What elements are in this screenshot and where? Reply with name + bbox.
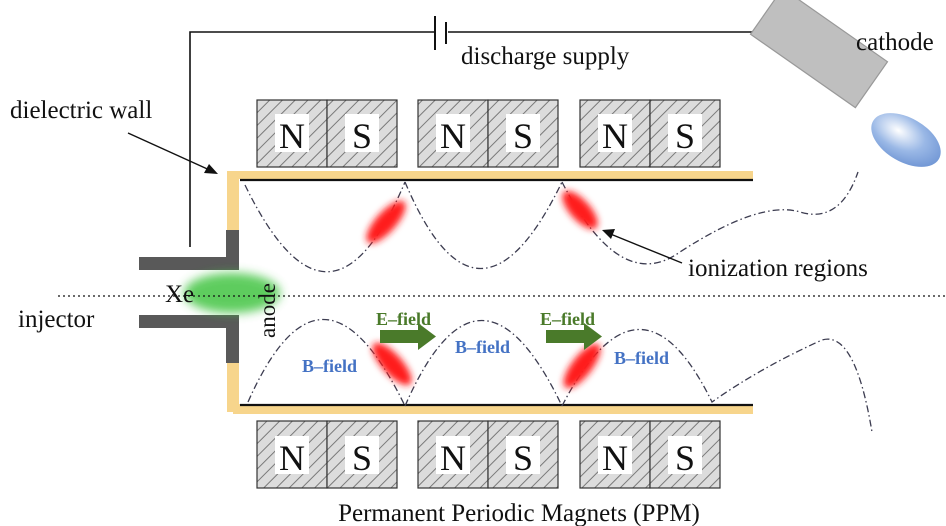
- magnet-pole-label: N: [279, 438, 305, 478]
- magnet-pole-label: S: [513, 116, 533, 156]
- discharge-circuit: [189, 16, 760, 247]
- b-field-label: B–field: [455, 337, 510, 357]
- discharge-supply-label: discharge supply: [461, 43, 630, 70]
- b-field-label: B–field: [614, 348, 669, 368]
- anode-injector: [139, 230, 239, 363]
- magnet-pole-label: N: [602, 116, 628, 156]
- b-field-label: B–field: [302, 356, 357, 376]
- ionization-regions: [366, 190, 601, 389]
- magnetic-field-lines: [244, 171, 873, 433]
- dielectric-wall-label: dielectric wall: [10, 97, 152, 124]
- dielectric-wall: [227, 171, 753, 414]
- xe-label: Xe: [165, 281, 194, 308]
- cathode-label: cathode: [856, 29, 934, 56]
- e-field-label: E–field: [540, 309, 595, 329]
- magnet-pole-label: N: [279, 116, 305, 156]
- bottom-magnet-row: N S N S N S: [256, 420, 721, 489]
- ionization-regions-label: ionization regions: [688, 255, 868, 282]
- e-field-arrow-2: [546, 323, 602, 350]
- e-field-label: E–field: [376, 309, 431, 329]
- injector-label: injector: [18, 306, 95, 333]
- cathode: [749, 0, 889, 109]
- magnet-pole-label: N: [602, 438, 628, 478]
- magnet-pole-label: N: [440, 438, 466, 478]
- dielectric-wall-arrow: [127, 132, 218, 174]
- diagram-caption: Permanent Periodic Magnets (PPM): [338, 500, 700, 526]
- e-field-arrow-1: [380, 323, 436, 350]
- magnet-pole-label: S: [352, 438, 372, 478]
- xe-glow: [184, 273, 280, 313]
- anode-label: anode: [255, 283, 280, 338]
- cathode-plume: [871, 113, 941, 167]
- magnet-pole-label: S: [352, 116, 372, 156]
- magnet-pole-label: N: [440, 116, 466, 156]
- magnet-pole-label: S: [513, 438, 533, 478]
- magnet-pole-label: S: [675, 116, 695, 156]
- ionization-arrow: [602, 229, 683, 264]
- magnet-pole-label: S: [675, 438, 695, 478]
- top-magnet-row: N S N S N S: [256, 99, 721, 168]
